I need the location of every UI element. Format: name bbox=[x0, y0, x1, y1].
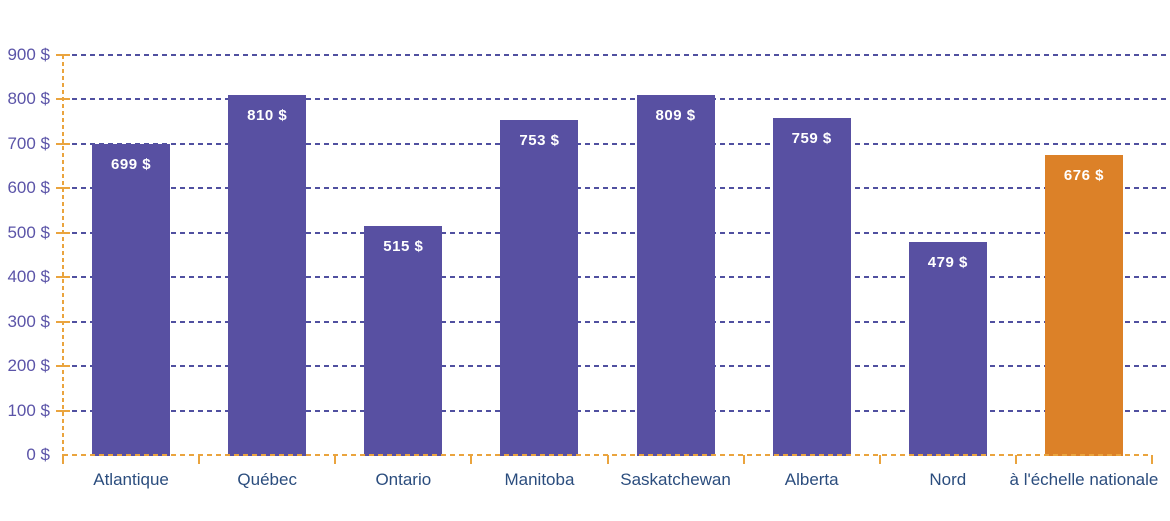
y-axis-line bbox=[62, 55, 64, 455]
x-axis-category-label: Nord bbox=[929, 470, 967, 489]
x-axis-category-label: Manitoba bbox=[504, 470, 575, 489]
bar bbox=[228, 95, 307, 456]
bar bbox=[636, 95, 715, 456]
gridline bbox=[72, 142, 1170, 145]
bar-value-label: 809 $ bbox=[655, 107, 696, 125]
x-axis-tick bbox=[198, 455, 201, 464]
y-axis-tick-label: 600 $ bbox=[7, 178, 50, 198]
gridline bbox=[72, 409, 1170, 412]
x-axis-category-label: Ontario bbox=[375, 470, 432, 489]
bar bbox=[1044, 154, 1123, 456]
bar bbox=[772, 117, 851, 456]
bar-value-label: 753 $ bbox=[519, 132, 560, 150]
y-axis-tick-label: 900 $ bbox=[7, 45, 50, 64]
bar bbox=[364, 226, 443, 456]
x-axis-tick bbox=[1151, 455, 1153, 464]
x-axis-tick bbox=[470, 455, 473, 464]
x-axis-tick bbox=[334, 455, 337, 464]
y-axis-tick-label: 300 $ bbox=[7, 311, 50, 331]
gridline bbox=[72, 231, 1170, 234]
bar-value-label: 515 $ bbox=[383, 238, 424, 256]
y-axis-tick-label: 500 $ bbox=[7, 222, 50, 242]
bar-value-label: 699 $ bbox=[111, 156, 152, 174]
x-axis-tick bbox=[606, 455, 609, 464]
gridline bbox=[72, 365, 1170, 368]
y-axis-tick-label: 200 $ bbox=[7, 356, 50, 376]
x-axis-category-label: Alberta bbox=[784, 470, 839, 489]
bar-value-label: 810 $ bbox=[247, 107, 288, 124]
x-axis-category-label: à l'échelle nationale bbox=[1009, 470, 1159, 489]
x-axis-category-label: Saskatchewan bbox=[620, 470, 731, 489]
gridline bbox=[72, 54, 1170, 56]
bar bbox=[500, 120, 579, 456]
x-axis-tick bbox=[1014, 455, 1017, 464]
x-axis-category-label: Québec bbox=[237, 470, 297, 489]
bar-value-label: 479 $ bbox=[927, 254, 968, 272]
x-axis-category-label: Atlantique bbox=[93, 470, 169, 489]
gridline bbox=[72, 276, 1170, 279]
bar bbox=[92, 144, 171, 456]
gridline bbox=[72, 98, 1170, 101]
y-axis-tick-label: 700 $ bbox=[7, 133, 50, 153]
y-axis-tick-label: 0 $ bbox=[26, 445, 50, 464]
gridline bbox=[72, 320, 1170, 323]
x-axis-tick bbox=[878, 455, 881, 464]
bar bbox=[908, 242, 987, 456]
gridline bbox=[72, 187, 1170, 190]
y-axis-tick-label: 100 $ bbox=[7, 400, 50, 420]
y-axis-tick-label: 800 $ bbox=[7, 89, 50, 109]
x-axis-tick bbox=[62, 455, 64, 464]
y-axis-tick-label: 400 $ bbox=[7, 267, 50, 287]
bar-value-label: 759 $ bbox=[791, 129, 832, 147]
bar-value-label: 676 $ bbox=[1063, 166, 1104, 184]
x-axis-tick bbox=[742, 455, 745, 464]
